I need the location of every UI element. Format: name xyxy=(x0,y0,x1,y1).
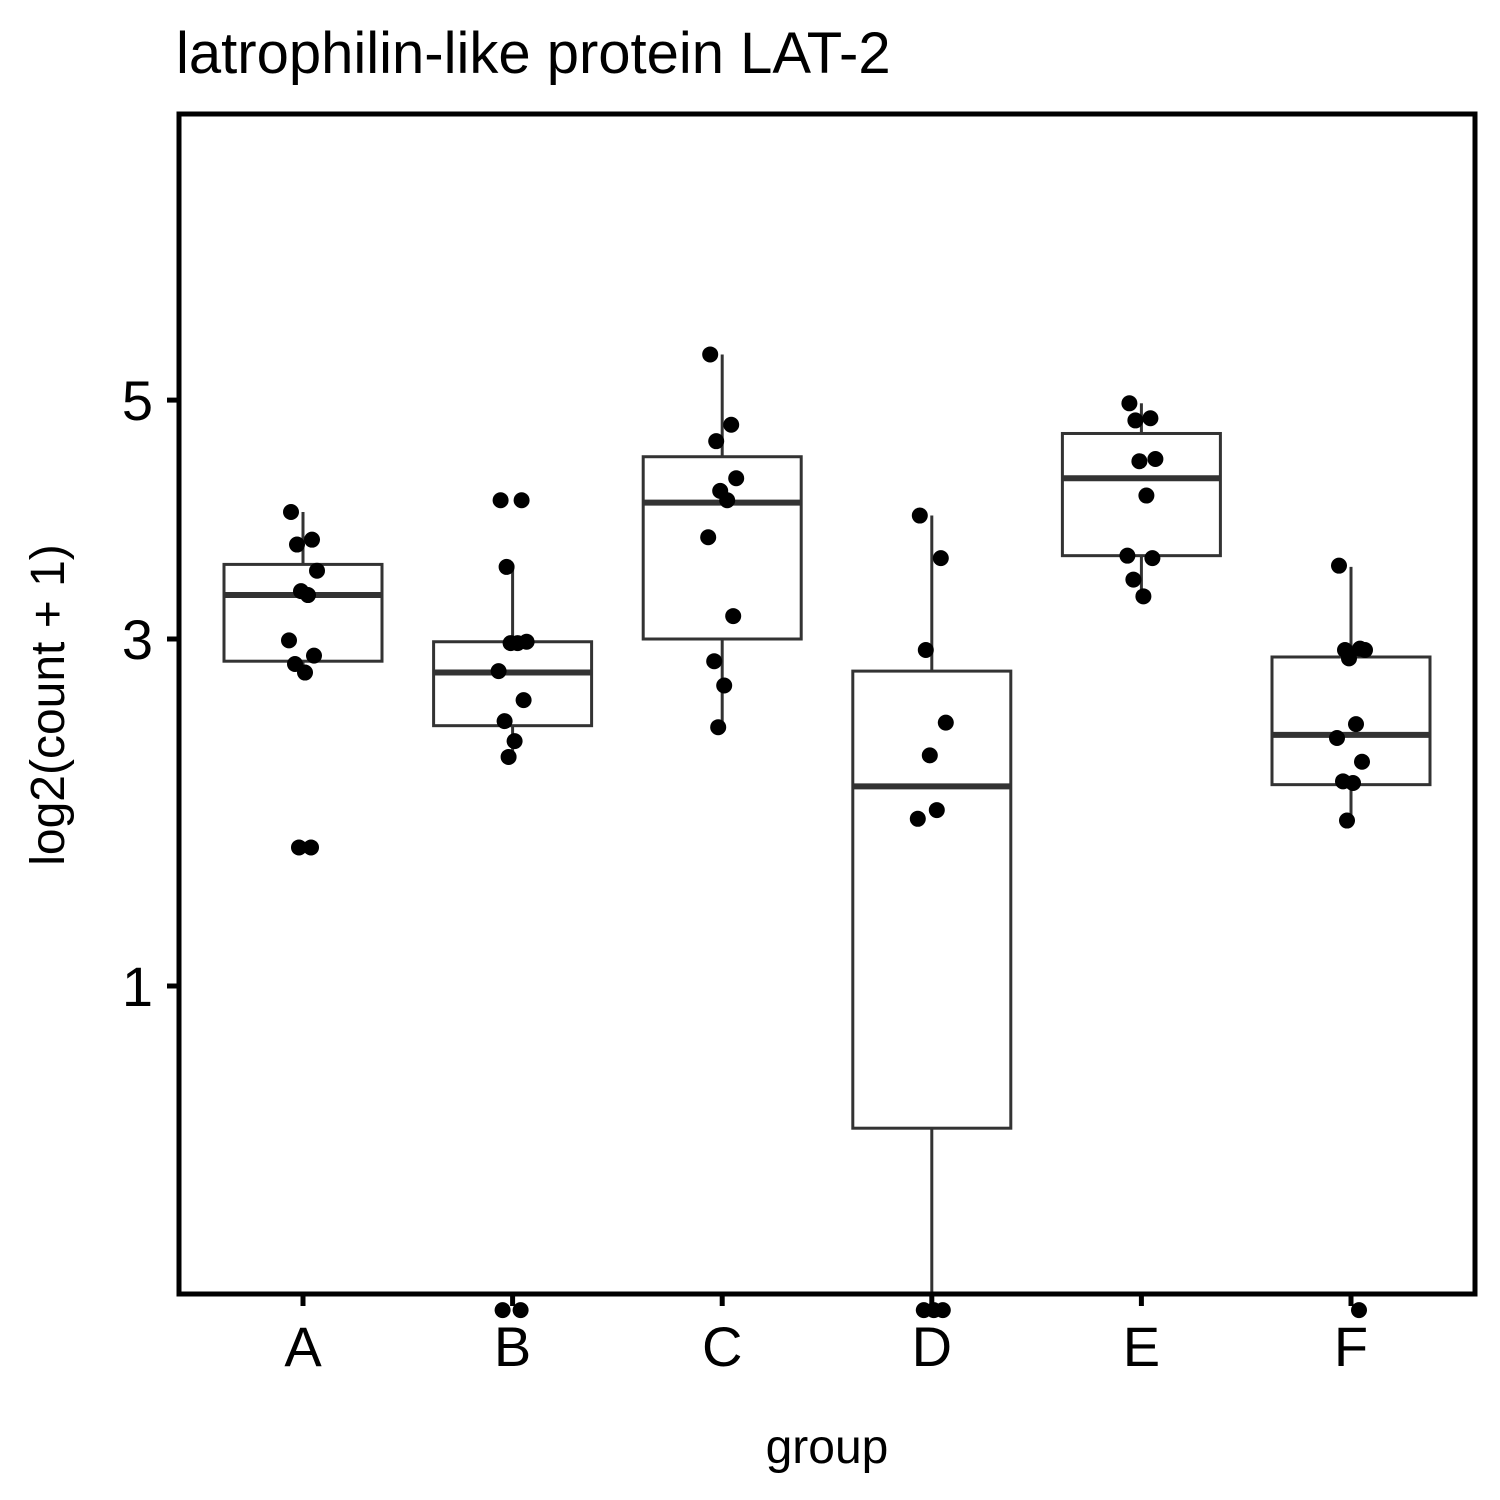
data-point-e xyxy=(1127,412,1144,429)
y-tick-label: 5 xyxy=(122,369,153,432)
data-point-f xyxy=(1339,812,1355,829)
plot-panel xyxy=(176,111,1478,1297)
data-point-f xyxy=(1351,1302,1367,1319)
data-point-e xyxy=(1144,550,1161,567)
data-point-d xyxy=(917,642,934,659)
x-tick-label: A xyxy=(284,1315,322,1378)
box-d xyxy=(851,669,1013,1130)
data-point-a xyxy=(297,664,313,681)
chart-title: latrophilin-like protein LAT-2 xyxy=(176,21,891,86)
data-point-d xyxy=(932,550,949,567)
data-point-d xyxy=(921,747,938,764)
x-tick-label: F xyxy=(1334,1315,1368,1378)
data-point-c xyxy=(708,433,725,450)
data-point-a xyxy=(309,562,325,579)
x-axis: A B C D E F xyxy=(284,1294,1368,1378)
data-point-c xyxy=(719,492,736,509)
data-point-b xyxy=(490,663,507,680)
data-point-f xyxy=(1341,650,1357,667)
data-point-a xyxy=(289,536,305,553)
data-point-f xyxy=(1345,774,1361,791)
data-point-e xyxy=(1147,450,1164,467)
data-point-a xyxy=(306,647,322,664)
data-point-b xyxy=(492,492,509,509)
data-point-e xyxy=(1138,487,1155,504)
data-point-a xyxy=(304,531,320,548)
data-point-e xyxy=(1119,547,1136,564)
x-tick-label: D xyxy=(912,1315,952,1378)
data-point-c xyxy=(710,719,727,736)
data-point-a xyxy=(281,632,297,649)
data-point-b xyxy=(500,748,517,765)
plot-marks xyxy=(222,346,1432,1319)
box-b xyxy=(432,640,594,728)
data-point-f xyxy=(1348,716,1364,733)
data-point-c xyxy=(702,346,719,363)
data-point-e xyxy=(1121,395,1138,412)
data-point-c xyxy=(725,608,742,625)
data-point-c xyxy=(723,416,740,433)
data-point-c xyxy=(700,529,717,546)
data-point-e xyxy=(1135,588,1152,605)
data-point-b xyxy=(498,558,515,575)
data-point-f xyxy=(1354,753,1370,770)
x-tick-label: C xyxy=(702,1315,742,1378)
data-point-c xyxy=(706,653,723,670)
data-point-d xyxy=(911,507,928,524)
data-point-c xyxy=(716,677,733,694)
data-point-d xyxy=(928,802,945,819)
data-point-a xyxy=(291,839,307,856)
x-tick-label: B xyxy=(494,1315,531,1378)
data-point-a xyxy=(303,839,319,856)
data-point-f xyxy=(1331,557,1347,574)
data-point-e xyxy=(1125,571,1142,588)
data-point-b xyxy=(509,635,526,652)
data-point-f xyxy=(1329,730,1345,747)
data-point-c xyxy=(728,470,745,487)
box-a xyxy=(222,562,384,663)
data-point-d xyxy=(909,810,926,827)
data-point-f xyxy=(1357,642,1373,659)
y-axis: 1 3 5 xyxy=(122,369,179,1018)
y-tick-label: 1 xyxy=(122,955,153,1018)
data-point-b xyxy=(496,713,513,730)
data-point-a xyxy=(283,504,299,520)
x-tick-label: E xyxy=(1123,1315,1160,1378)
data-point-a xyxy=(300,587,316,604)
data-point-b xyxy=(513,492,530,509)
y-axis-title: log2(count + 1) xyxy=(22,544,75,866)
data-point-b xyxy=(512,1302,529,1319)
data-point-e xyxy=(1131,453,1148,470)
x-axis-title: group xyxy=(766,1421,889,1474)
y-tick-label: 3 xyxy=(122,608,153,671)
data-point-b xyxy=(515,692,532,709)
data-point-b xyxy=(506,733,523,750)
data-point-d xyxy=(925,1302,942,1319)
data-point-d xyxy=(937,714,954,731)
data-point-b xyxy=(494,1302,511,1319)
data-point-e xyxy=(1142,410,1159,427)
